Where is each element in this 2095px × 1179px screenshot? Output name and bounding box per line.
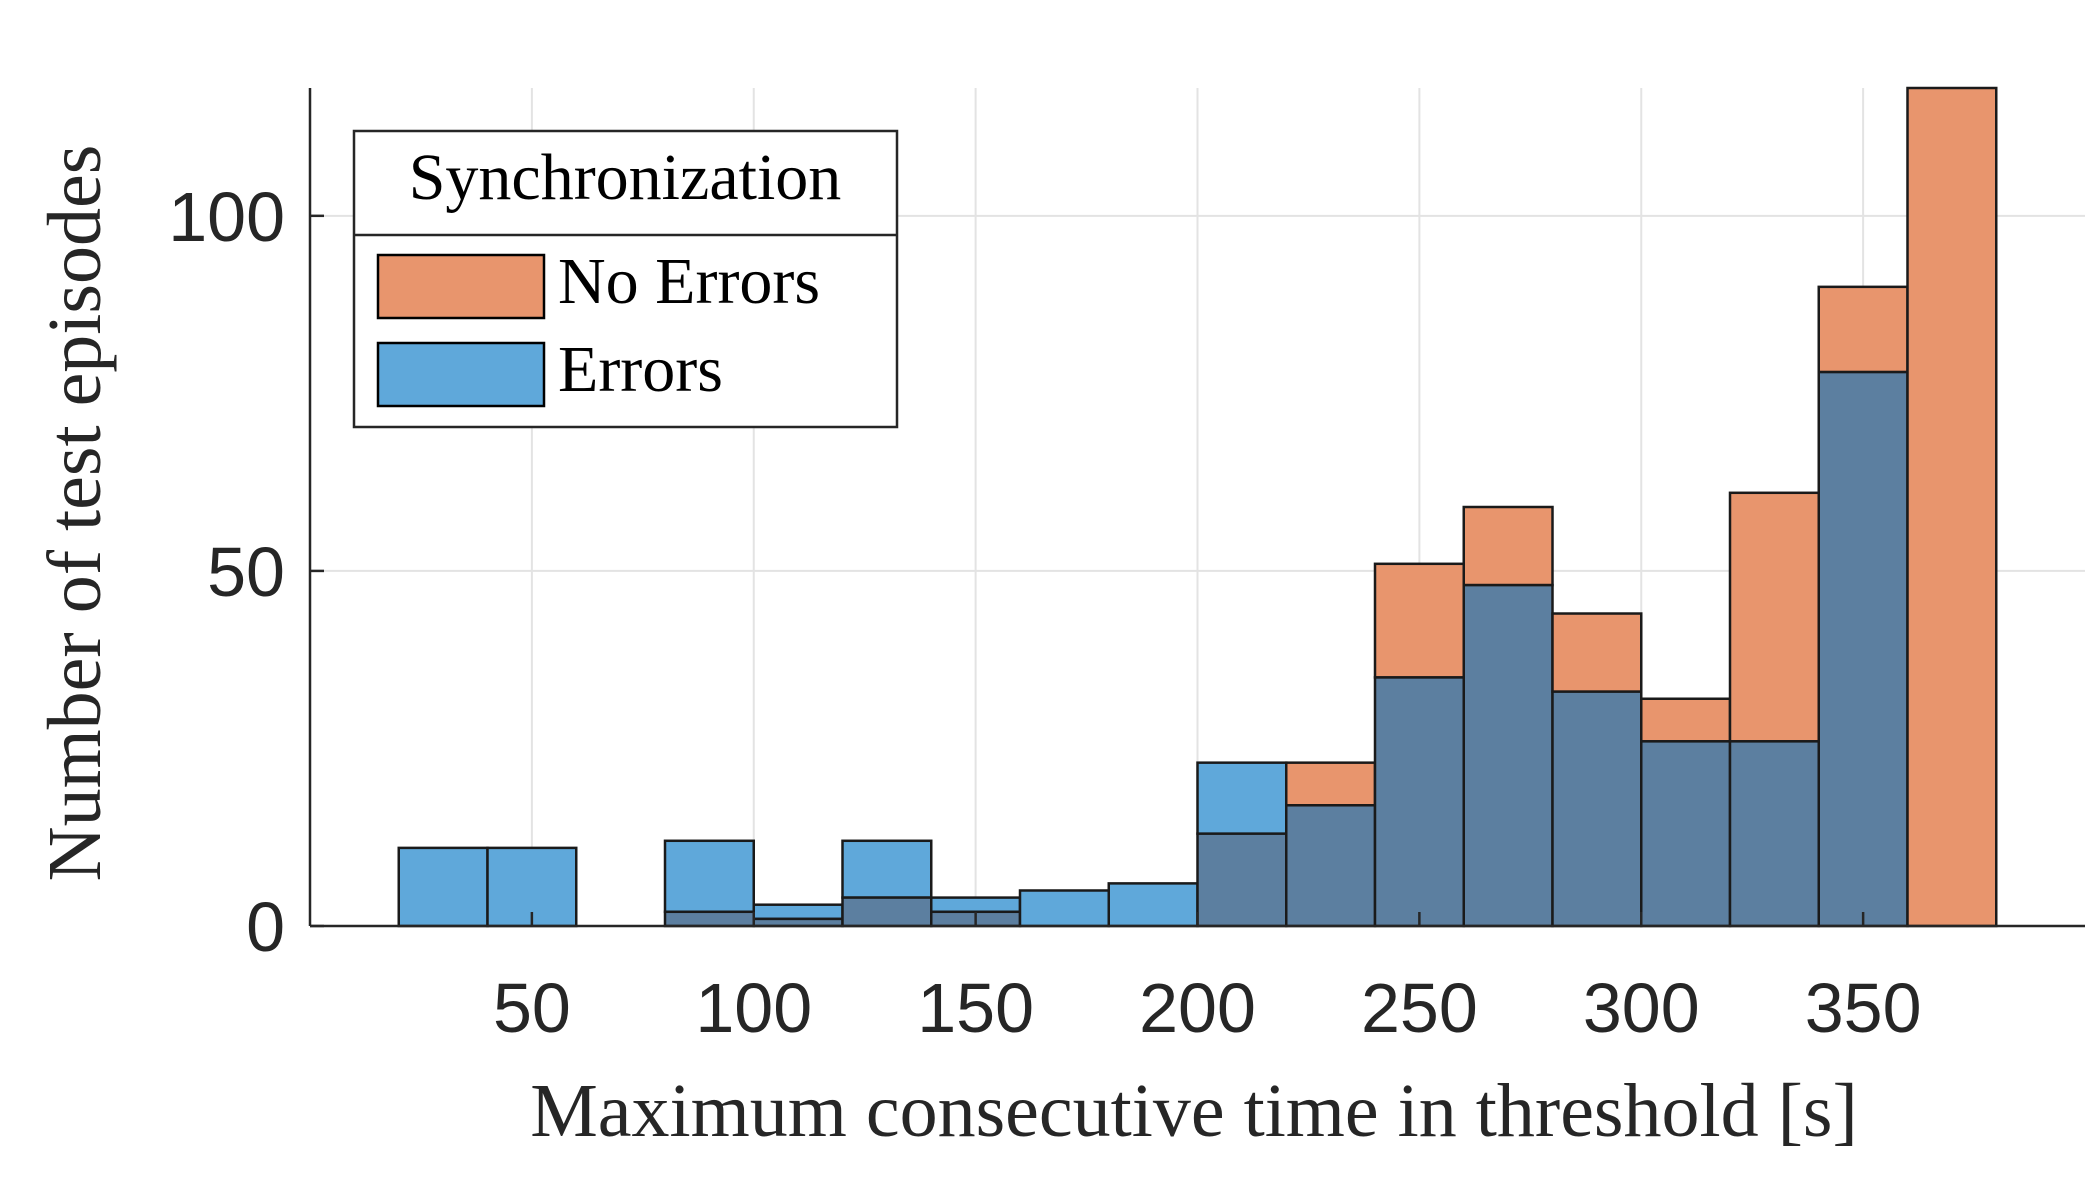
bar-no-errors [1817, 285, 1909, 374]
bar-errors [1107, 882, 1199, 928]
y-tick-label: 100 [168, 178, 285, 256]
bar-no-errors [1906, 86, 1998, 928]
bar-overlap [1640, 740, 1732, 928]
bar-overlap [1551, 690, 1643, 928]
y-tick-labels: 0 50 100 [168, 178, 285, 966]
bar-overlap [1817, 370, 1909, 928]
bar-overlap [1728, 740, 1820, 928]
bar-no-errors [1551, 612, 1643, 693]
bar-errors [1196, 761, 1288, 835]
bar-overlap [1196, 832, 1288, 928]
y-tick-label: 0 [246, 888, 285, 966]
bar-overlap [663, 910, 755, 928]
x-tick-label: 350 [1805, 969, 1922, 1047]
bar-errors [663, 839, 755, 914]
bar-overlap [1373, 676, 1465, 928]
x-axis-title: Maximum consecutive time in threshold [s… [530, 1069, 1858, 1153]
bar-no-errors [1285, 761, 1377, 807]
x-tick-label: 200 [1139, 969, 1256, 1047]
bar-no-errors [1462, 505, 1554, 587]
axes [308, 88, 2085, 928]
x-tick-label: 300 [1583, 969, 1700, 1047]
x-tick-labels: 50 100 150 200 250 300 350 [493, 969, 1922, 1047]
legend-swatch-errors [376, 341, 546, 408]
legend-label-errors: Errors [558, 333, 723, 406]
bar-errors [841, 839, 933, 899]
legend: Synchronization No Errors Errors [352, 129, 899, 429]
bar-overlap [1285, 804, 1377, 928]
legend-label-no-errors: No Errors [558, 245, 820, 318]
bar-errors [930, 896, 1022, 914]
legend-swatch-no-errors [376, 253, 546, 320]
x-tick-label: 100 [695, 969, 812, 1047]
bar-errors [1018, 889, 1110, 928]
x-tick-label: 50 [493, 969, 571, 1047]
x-tick-label: 150 [917, 969, 1034, 1047]
bar-no-errors [1640, 697, 1732, 743]
x-tick-label: 250 [1361, 969, 1478, 1047]
bar-errors [397, 846, 489, 928]
bar-no-errors [1373, 562, 1465, 679]
bar-overlap [841, 896, 933, 928]
legend-title: Synchronization [409, 141, 842, 214]
y-axis-title: Number of test episodes [33, 145, 117, 882]
bar-no-errors [1728, 491, 1820, 743]
bar-errors [752, 903, 844, 921]
y-tick-label: 50 [207, 533, 285, 611]
bar-overlap [1462, 583, 1554, 928]
